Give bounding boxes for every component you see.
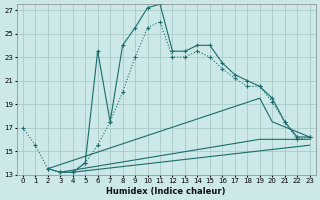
- X-axis label: Humidex (Indice chaleur): Humidex (Indice chaleur): [107, 187, 226, 196]
